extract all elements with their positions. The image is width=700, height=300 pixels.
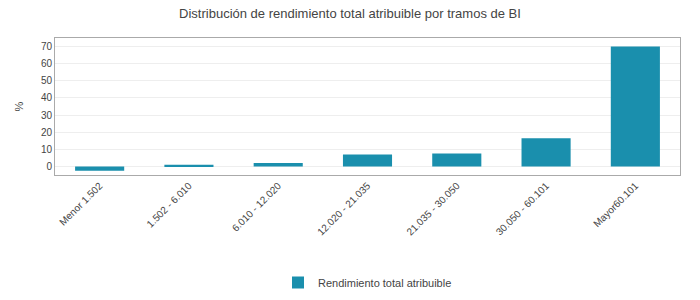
- svg-text:1.502 - 6.010: 1.502 - 6.010: [144, 180, 194, 230]
- svg-text:Mayor60.101: Mayor60.101: [591, 180, 640, 229]
- svg-text:40: 40: [41, 92, 53, 103]
- svg-text:21.035 - 30.050: 21.035 - 30.050: [404, 180, 462, 238]
- svg-text:Menor 1.502: Menor 1.502: [57, 180, 105, 228]
- svg-text:70: 70: [41, 41, 53, 52]
- svg-text:0: 0: [46, 161, 52, 172]
- svg-text:30: 30: [41, 110, 53, 121]
- svg-text:%: %: [13, 101, 25, 111]
- svg-text:12.020 - 21.035: 12.020 - 21.035: [315, 180, 373, 238]
- svg-text:20: 20: [41, 127, 53, 138]
- svg-text:6.010 - 12.020: 6.010 - 12.020: [230, 180, 284, 234]
- svg-text:10: 10: [41, 144, 53, 155]
- svg-text:60: 60: [41, 58, 53, 69]
- svg-text:Distribución de rendimiento to: Distribución de rendimiento total atribu…: [179, 6, 521, 21]
- svg-text:50: 50: [41, 75, 53, 86]
- svg-text:Rendimiento total atribuible: Rendimiento total atribuible: [318, 277, 451, 289]
- svg-text:30.050 - 60.101: 30.050 - 60.101: [494, 180, 552, 238]
